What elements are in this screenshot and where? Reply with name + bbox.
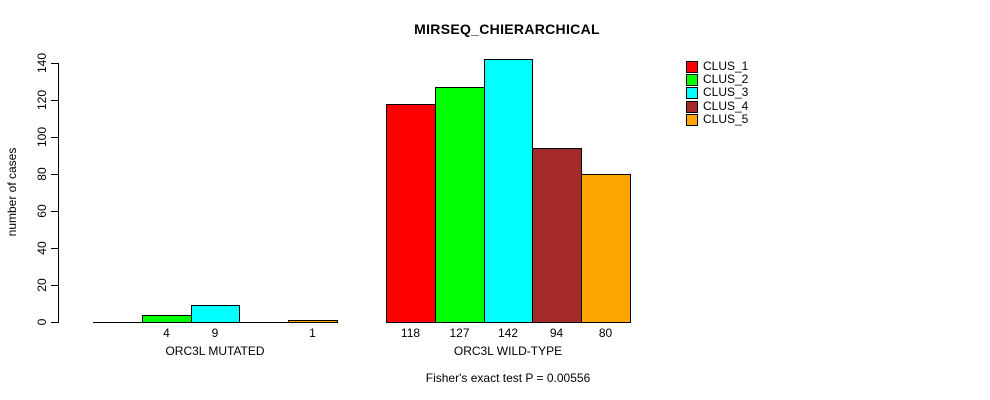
- bar-clus_1: [386, 104, 436, 323]
- fisher-test-annotation: Fisher's exact test P = 0.00556: [425, 371, 591, 385]
- legend-label-clus_2: CLUS_2: [703, 72, 749, 86]
- y-tick-label: 20: [35, 278, 49, 292]
- legend-swatch-clus_1: [686, 61, 698, 73]
- legend-swatch-clus_4: [686, 101, 698, 113]
- y-tick-label: 140: [35, 52, 49, 74]
- y-tick-label: 0: [35, 318, 49, 326]
- bar-value-label: 1: [309, 326, 316, 340]
- y-axis-line: [58, 63, 59, 323]
- y-tick-mark: [51, 137, 58, 138]
- legend-label-clus_5: CLUS_5: [703, 112, 749, 126]
- bar-clus_3: [191, 305, 240, 323]
- x-category-label: ORC3L MUTATED: [165, 344, 265, 358]
- bar-clus_5: [581, 174, 631, 323]
- y-tick-label: 120: [35, 89, 49, 111]
- bar-value-label: 80: [598, 326, 613, 340]
- y-tick-label: 60: [35, 204, 49, 218]
- y-tick-label: 40: [35, 241, 49, 255]
- y-tick-mark: [51, 100, 58, 101]
- x-category-label: ORC3L WILD-TYPE: [453, 344, 563, 358]
- bar-clus_3: [484, 59, 533, 323]
- legend-swatch-clus_3: [686, 87, 698, 99]
- bar-clus_5: [288, 320, 338, 323]
- bar-clus_2: [435, 87, 485, 323]
- y-tick-mark: [51, 63, 58, 64]
- legend-label-clus_3: CLUS_3: [703, 85, 749, 99]
- bar-value-label: 9: [211, 326, 219, 340]
- y-tick-mark: [51, 322, 58, 323]
- bar-value-label: 127: [449, 326, 470, 340]
- y-tick-mark: [51, 285, 58, 286]
- chart-title: MIRSEQ_CHIERARCHICAL: [414, 21, 600, 37]
- bar-value-label: 142: [497, 326, 519, 340]
- legend-swatch-clus_2: [686, 74, 698, 86]
- bar-value-label: 4: [163, 326, 170, 340]
- y-tick-mark: [51, 174, 58, 175]
- legend-label-clus_4: CLUS_4: [703, 99, 749, 113]
- legend-label-clus_1: CLUS_1: [703, 59, 749, 73]
- bar-clus_4: [532, 148, 582, 323]
- y-tick-mark: [51, 211, 58, 212]
- y-tick-label: 80: [35, 167, 49, 181]
- bar-value-label: 94: [549, 326, 564, 340]
- legend-swatch-clus_5: [686, 114, 698, 126]
- bar-value-label: 118: [400, 326, 421, 340]
- y-axis-label: number of cases: [5, 147, 19, 237]
- bar-clus_2: [142, 315, 192, 323]
- y-tick-label: 100: [35, 126, 49, 148]
- y-tick-mark: [51, 248, 58, 249]
